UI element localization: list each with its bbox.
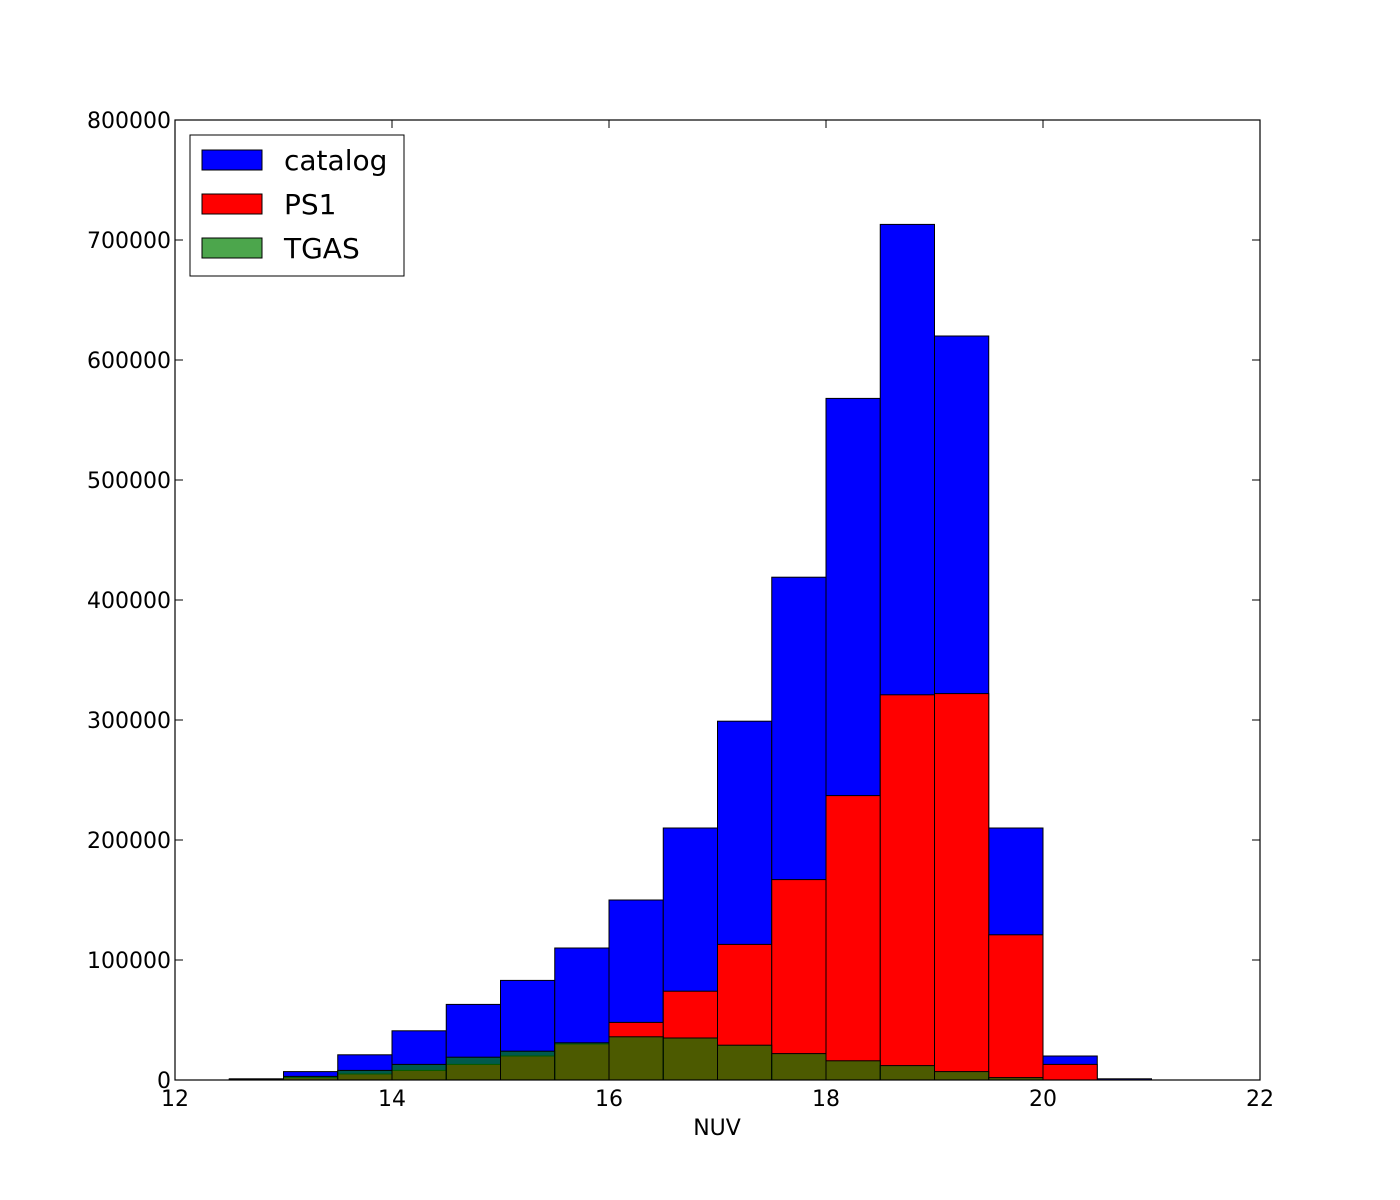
y-tick-label: 500000 [87, 469, 171, 494]
legend-label-tgas: TGAS [283, 232, 360, 265]
bar-tgas-13 [934, 1071, 990, 1081]
y-tick-label: 300000 [87, 709, 171, 734]
x-tick-label: 12 [161, 1087, 189, 1112]
legend-swatch-tgas [201, 237, 263, 259]
bar-ps1-13 [934, 693, 990, 1081]
x-tick-label: 14 [378, 1087, 406, 1112]
axis-ticks: 12 14 16 18 20 22 0 100000 200000 300000 400000 500… [87, 109, 1274, 1112]
legend-swatch-ps1 [201, 193, 263, 215]
y-tick-label: 400000 [87, 589, 171, 614]
legend-swatch-catalog [201, 149, 263, 171]
x-tick-label: 20 [1029, 1087, 1057, 1112]
x-tick-label: 22 [1246, 1087, 1274, 1112]
bar-tgas-2 [337, 1069, 393, 1081]
y-tick-label: 100000 [87, 949, 171, 974]
bar-ps1-14 [988, 934, 1044, 1081]
bar-tgas-6 [554, 1042, 610, 1081]
legend-label-ps1: PS1 [284, 188, 336, 221]
y-tick-label: 800000 [87, 109, 171, 134]
bar-ps1-10 [771, 879, 827, 1081]
x-tick-label: 18 [812, 1087, 840, 1112]
x-axis-label: NUV [693, 1116, 741, 1141]
bar-tgas-5 [500, 1050, 556, 1081]
x-tick-label: 16 [595, 1087, 623, 1112]
bar-tgas-11 [825, 1060, 881, 1081]
bar-ps1-12 [879, 694, 935, 1081]
bar-tgas-7 [608, 1036, 664, 1081]
y-tick-label: 200000 [87, 829, 171, 854]
bar-tgas-10 [771, 1053, 827, 1081]
bar-tgas-3 [391, 1063, 447, 1081]
bar-tgas-9 [717, 1044, 773, 1081]
bar-ps1-15 [1042, 1063, 1098, 1081]
bar-tgas-4 [445, 1056, 501, 1081]
bar-tgas-12 [879, 1065, 935, 1081]
y-tick-label: 600000 [87, 349, 171, 374]
bar-ps1-11 [825, 795, 881, 1081]
y-tick-label: 0 [157, 1069, 171, 1094]
bar-tgas-8 [662, 1037, 718, 1081]
y-tick-label: 700000 [87, 229, 171, 254]
legend: catalog PS1 TGAS [189, 134, 405, 277]
legend-label-catalog: catalog [284, 144, 387, 177]
